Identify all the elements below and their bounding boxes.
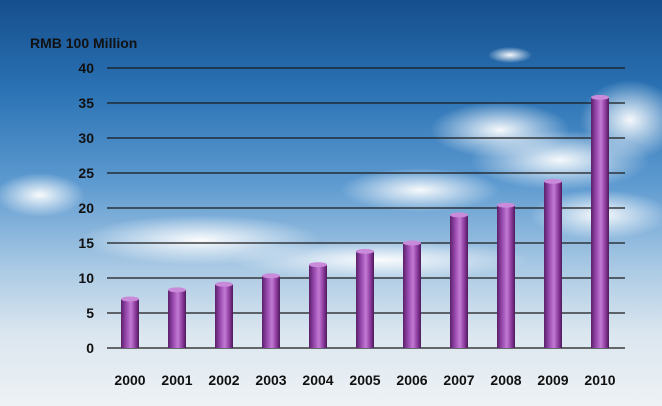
bar-2008 [497,205,515,348]
bar-2003 [262,275,280,348]
bar-cap [121,296,139,302]
y-axis-ticks: 0 5 10 15 20 25 30 35 40 [78,60,94,356]
y-tick-label: 35 [78,95,94,111]
y-axis-label: RMB 100 Million [30,35,137,51]
x-axis-ticks: 2000 2001 2002 2003 2004 2005 2006 2007 2008 2009… [114,372,615,388]
x-tick-label: 2000 [114,372,145,388]
bar-cap [309,262,327,268]
bar-cap [497,202,515,208]
x-tick-label: 2003 [255,372,286,388]
x-tick-label: 2004 [302,372,333,388]
bar-2006 [403,243,421,348]
bar-2004 [309,264,327,348]
y-tick-label: 0 [86,340,94,356]
bar-2007 [450,215,468,348]
y-tick-label: 25 [78,165,94,181]
bar-2010 [591,97,609,349]
bar-2000 [121,299,139,348]
y-tick-label: 10 [78,270,94,286]
x-tick-label: 2008 [490,372,521,388]
y-tick-label: 40 [78,60,94,76]
bar-cap [544,178,562,184]
y-tick-label: 5 [86,305,94,321]
bar-cap [262,273,280,279]
bar-cap [450,212,468,218]
cloud-decoration [0,47,662,280]
bar-cap [591,94,609,100]
bar-cap [215,281,233,287]
bars [121,94,609,349]
y-tick-label: 30 [78,130,94,146]
x-tick-label: 2010 [584,372,615,388]
bar-cap [168,287,186,293]
y-tick-label: 20 [78,200,94,216]
bar-cap [403,240,421,246]
x-tick-label: 2007 [443,372,474,388]
bar-cap [356,248,374,254]
bar-2001 [168,289,186,348]
bar-2005 [356,251,374,348]
x-tick-label: 2005 [349,372,380,388]
x-tick-label: 2001 [161,372,192,388]
x-tick-label: 2009 [537,372,568,388]
y-tick-label: 15 [78,235,94,251]
bar-2009 [544,181,562,348]
bar-2002 [215,284,233,348]
x-tick-label: 2002 [208,372,239,388]
x-tick-label: 2006 [396,372,427,388]
